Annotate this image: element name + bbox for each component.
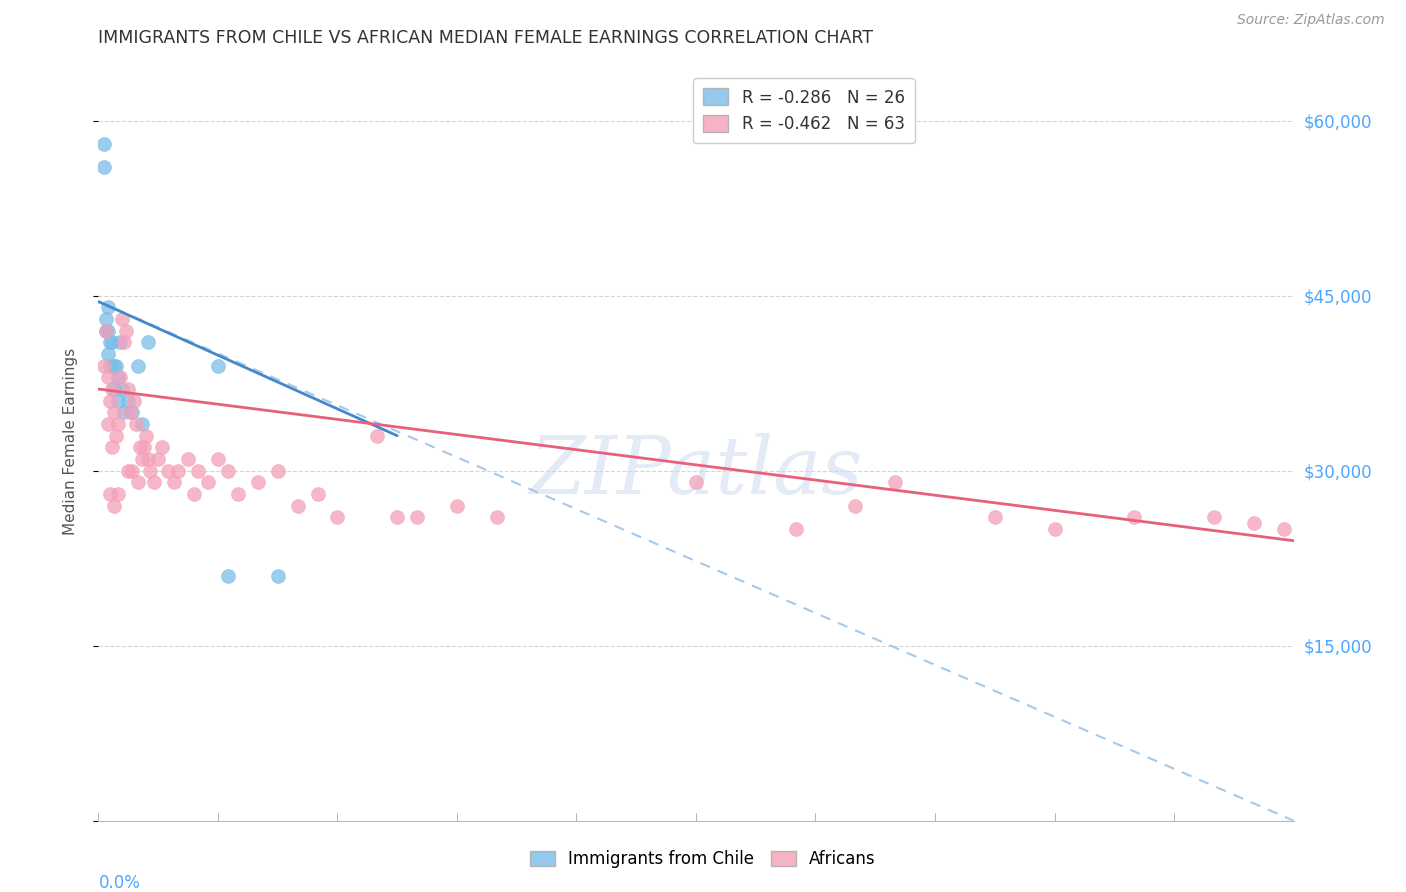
Point (197, 475, 219, 490)
Point (127, 475, 149, 490)
Point (96, 324, 118, 338)
Point (97, 347, 120, 361)
Point (1202, 510, 1225, 524)
Point (107, 370, 129, 384)
Text: IMMIGRANTS FROM CHILE VS AFRICAN MEDIAN FEMALE EARNINGS CORRELATION CHART: IMMIGRANTS FROM CHILE VS AFRICAN MEDIAN … (98, 29, 873, 47)
Point (98, 359, 122, 373)
Point (103, 382, 125, 396)
Point (97, 324, 120, 338)
Point (124, 393, 146, 408)
Point (1272, 522, 1295, 536)
Point (136, 452, 159, 467)
Point (120, 405, 142, 419)
Point (150, 441, 173, 455)
Point (385, 510, 409, 524)
Point (117, 393, 139, 408)
Point (685, 475, 707, 490)
Point (143, 475, 166, 490)
Point (183, 487, 205, 501)
Point (134, 441, 156, 455)
Point (107, 417, 129, 431)
Point (93, 161, 115, 175)
Point (844, 499, 866, 513)
Point (93, 359, 115, 373)
Point (246, 475, 269, 490)
Point (287, 499, 309, 513)
Point (97, 370, 120, 384)
Point (101, 382, 124, 396)
Point (107, 487, 129, 501)
Legend: Immigrants from Chile, Africans: Immigrants from Chile, Africans (523, 844, 883, 875)
Point (136, 335, 159, 350)
Point (1043, 522, 1066, 536)
Point (121, 405, 143, 419)
Point (112, 405, 135, 419)
Point (107, 393, 129, 408)
Text: 0.0%: 0.0% (98, 874, 141, 892)
Point (96, 324, 118, 338)
Point (101, 441, 124, 455)
Point (131, 452, 153, 467)
Point (307, 487, 329, 501)
Point (103, 359, 125, 373)
Point (112, 335, 135, 350)
Point (103, 405, 125, 419)
Point (406, 510, 429, 524)
Point (157, 464, 180, 478)
Legend: R = -0.286   N = 26, R = -0.462   N = 63: R = -0.286 N = 26, R = -0.462 N = 63 (693, 78, 915, 143)
Point (110, 335, 132, 350)
Point (101, 335, 124, 350)
Point (127, 359, 149, 373)
Point (177, 452, 200, 467)
Point (207, 452, 229, 467)
Point (267, 464, 290, 478)
Point (117, 464, 139, 478)
Point (97, 417, 120, 431)
Point (93, 137, 115, 152)
Point (785, 522, 807, 536)
Point (187, 464, 209, 478)
Point (1243, 516, 1265, 531)
Point (105, 428, 128, 442)
Point (131, 417, 153, 431)
Point (446, 499, 468, 513)
Y-axis label: Median Female Earnings: Median Female Earnings (63, 348, 77, 535)
Point (129, 441, 152, 455)
Point (111, 312, 134, 326)
Point (115, 324, 138, 338)
Text: Source: ZipAtlas.com: Source: ZipAtlas.com (1237, 13, 1385, 28)
Point (110, 370, 132, 384)
Point (121, 464, 143, 478)
Point (135, 428, 157, 442)
Point (97, 301, 120, 315)
Point (148, 452, 170, 467)
Point (111, 382, 134, 396)
Point (163, 475, 186, 490)
Point (485, 510, 508, 524)
Point (98, 393, 122, 408)
Point (226, 487, 249, 501)
Point (884, 475, 907, 490)
Point (167, 464, 190, 478)
Text: ZIPatlas: ZIPatlas (529, 434, 863, 510)
Point (139, 464, 162, 478)
Point (217, 464, 239, 478)
Point (267, 568, 290, 582)
Point (125, 417, 148, 431)
Point (96, 312, 118, 326)
Point (1123, 510, 1146, 524)
Point (326, 510, 349, 524)
Point (103, 499, 125, 513)
Point (105, 359, 128, 373)
Point (117, 382, 139, 396)
Point (98, 487, 122, 501)
Point (984, 510, 1007, 524)
Point (217, 568, 239, 582)
Point (207, 359, 229, 373)
Point (366, 428, 388, 442)
Point (98, 335, 122, 350)
